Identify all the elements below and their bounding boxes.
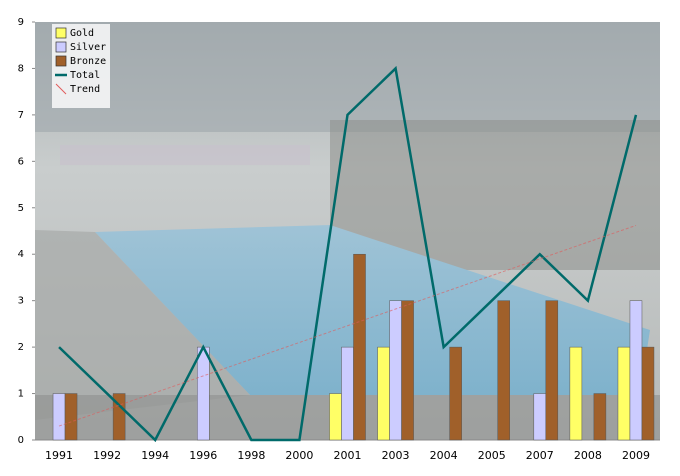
y-tick-label: 3 xyxy=(18,296,24,307)
bar xyxy=(617,346,631,441)
x-tick-label: 2005 xyxy=(478,449,506,462)
y-tick-label: 4 xyxy=(18,249,24,260)
x-tick-label: 2000 xyxy=(285,449,313,462)
legend-swatch xyxy=(55,83,67,95)
x-tick-label: 2001 xyxy=(334,449,362,462)
legend-swatch xyxy=(55,41,67,53)
bar xyxy=(545,300,559,441)
x-tick-label: 1992 xyxy=(93,449,121,462)
y-tick-label: 7 xyxy=(18,110,24,121)
bar xyxy=(389,300,402,441)
y-tick-label: 0 xyxy=(18,435,24,446)
x-tick-label: 1991 xyxy=(45,449,73,462)
bar xyxy=(64,393,78,441)
y-tick-label: 9 xyxy=(18,17,24,28)
legend-label: Silver xyxy=(70,42,106,53)
bar xyxy=(377,346,390,441)
bar xyxy=(112,393,126,441)
y-tick-label: 5 xyxy=(18,203,24,214)
x-tick-label: 2009 xyxy=(622,449,650,462)
bar xyxy=(593,393,607,441)
x-tick-label: 1998 xyxy=(237,449,265,462)
bar xyxy=(449,346,462,441)
bar xyxy=(641,346,655,441)
legend-label: Gold xyxy=(70,28,94,39)
y-tick-label: 2 xyxy=(18,342,24,353)
bar xyxy=(329,393,342,441)
bar xyxy=(629,300,643,441)
bar xyxy=(341,346,354,441)
x-tick-label: 1994 xyxy=(141,449,169,462)
legend-label: Total xyxy=(70,70,100,81)
x-tick-label: 2007 xyxy=(526,449,554,462)
x-tick-label: 2004 xyxy=(430,449,458,462)
trend-line xyxy=(58,224,637,427)
bar xyxy=(401,300,414,441)
bar xyxy=(569,346,583,441)
x-tick-label: 2008 xyxy=(574,449,602,462)
x-tick-label: 2003 xyxy=(382,449,410,462)
x-tick-label: 1996 xyxy=(189,449,217,462)
y-tick-label: 6 xyxy=(18,156,24,167)
legend-label: Bronze xyxy=(70,56,106,67)
bar xyxy=(52,393,66,441)
bar xyxy=(533,393,547,441)
bar xyxy=(353,253,366,441)
y-tick-label: 1 xyxy=(18,389,24,400)
legend-swatch xyxy=(55,55,67,67)
legend-swatch xyxy=(55,27,67,39)
legend-label: Trend xyxy=(70,84,100,95)
bar xyxy=(197,346,210,441)
y-tick-label: 8 xyxy=(18,63,24,74)
bar xyxy=(497,300,510,441)
line xyxy=(58,65,638,443)
